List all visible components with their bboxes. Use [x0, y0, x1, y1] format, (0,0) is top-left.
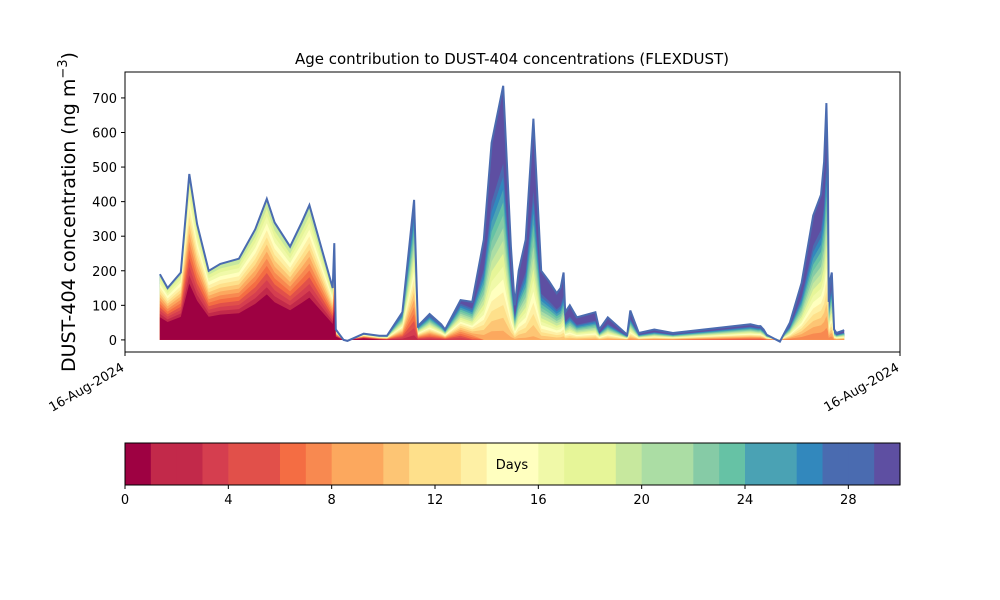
y-tick-label: 0 [109, 334, 117, 349]
colorbar-cell [590, 443, 617, 485]
colorbar-cell [202, 443, 229, 485]
colorbar-cell [435, 443, 462, 485]
colorbar-cell [486, 443, 514, 485]
colorbar-cell [745, 443, 772, 485]
colorbar-cell [409, 443, 436, 485]
x-axis: 16-Aug-2024 16-Aug-2024 [47, 352, 902, 416]
colorbar-cell [641, 443, 669, 485]
colorbar-cell [770, 443, 798, 485]
y-axis-label: DUST-404 concentration (ng m−3) [56, 52, 80, 372]
colorbar [125, 443, 901, 485]
age-layer-0 [159, 283, 845, 340]
colorbar-cell [460, 443, 488, 485]
colorbar-label: Days [496, 458, 529, 473]
y-tick-label: 300 [92, 230, 117, 245]
colorbar-cell [280, 443, 307, 485]
colorbar-cell [615, 443, 643, 485]
colorbar-cell [564, 443, 591, 485]
colorbar-tick-label: 24 [737, 493, 754, 508]
y-axis-label-superscript: −3 [56, 59, 71, 78]
colorbar-cell [125, 443, 152, 485]
plot-frame [124, 71, 901, 353]
colorbar-cell [331, 443, 359, 485]
colorbar-tick-label: 4 [224, 493, 232, 508]
colorbar-cell [719, 443, 746, 485]
colorbar-cell [305, 443, 333, 485]
y-axis: 0 100 200 300 400 500 600 700 [92, 92, 125, 349]
stacked-areas [159, 85, 845, 343]
colorbar-tick-label: 16 [530, 493, 547, 508]
colorbar-tick-label: 20 [633, 493, 650, 508]
colorbar-cell [254, 443, 281, 485]
y-tick-label: 700 [92, 92, 117, 107]
colorbar-tick-label: 0 [121, 493, 129, 508]
colorbar-cell [383, 443, 410, 485]
colorbar-frame [124, 442, 901, 486]
colorbar-cell [150, 443, 178, 485]
colorbar-cell [693, 443, 720, 485]
colorbar-cell [512, 443, 539, 485]
colorbar-cell [357, 443, 384, 485]
colorbar-cell [667, 443, 694, 485]
y-tick-label: 600 [92, 126, 117, 141]
y-tick-label: 500 [92, 161, 117, 176]
colorbar-cell [228, 443, 255, 485]
y-axis-label-close: ) [58, 52, 80, 59]
colorbar-axis: 0 4 8 12 16 20 24 28 [121, 485, 857, 508]
colorbar-cell [848, 443, 875, 485]
y-tick-label: 400 [92, 196, 117, 211]
total-concentration-line [159, 85, 845, 343]
chart-title: Age contribution to DUST-404 concentrati… [295, 50, 729, 68]
colorbar-cell [176, 443, 204, 485]
y-tick-label: 200 [92, 265, 117, 280]
colorbar-tick-label: 12 [427, 493, 444, 508]
colorbar-cell [796, 443, 824, 485]
colorbar-cell [874, 443, 901, 485]
colorbar-tick-label: 28 [840, 493, 857, 508]
colorbar-cell [822, 443, 849, 485]
colorbar-cell [538, 443, 565, 485]
y-tick-label: 100 [92, 299, 117, 314]
x-tick-label: 16-Aug-2024 [822, 360, 902, 415]
colorbar-tick-label: 8 [328, 493, 336, 508]
y-axis-label-text: DUST-404 concentration (ng m [58, 79, 80, 372]
